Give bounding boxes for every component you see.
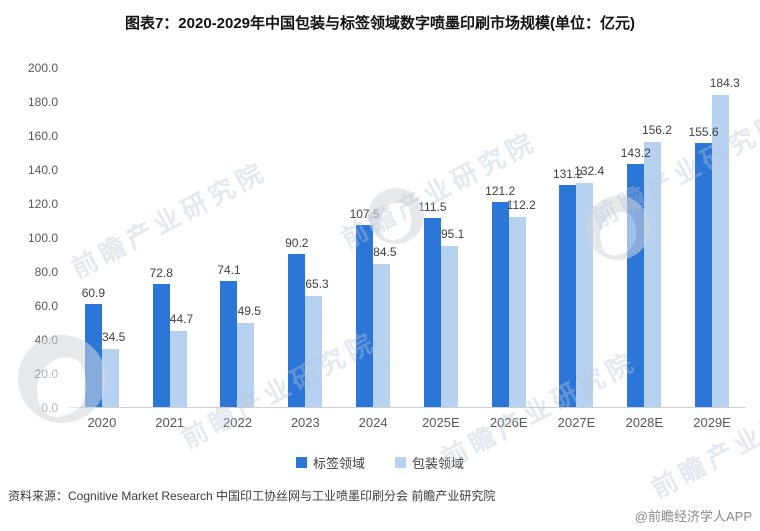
bar-value-label: 44.7: [169, 312, 194, 327]
chart-title: 图表7：2020-2029年中国包装与标签领域数字喷墨印刷市场规模(单位：亿元): [124, 15, 636, 32]
bar-label-field: 131.2: [553, 167, 583, 407]
bar-packaging-field: 156.2: [642, 123, 672, 407]
legend-label: 包装领域: [412, 456, 465, 471]
bar-packaging-field: 65.3: [305, 277, 329, 407]
source-note: 资料来源：Cognitive Market Research 中国印工协丝网与工…: [8, 489, 496, 503]
bar-value-label: 112.2: [506, 197, 536, 212]
bar-group: 90.2 65.3: [271, 68, 339, 407]
bar-value-label: 155.6: [688, 125, 719, 140]
bar-value-label: 65.3: [305, 277, 329, 292]
plot-area: 60.9 34.5 72.8 44.7 74.1 49.5 90.2 65.3 107.5 84.…: [68, 68, 746, 408]
y-tick-label: 160.0: [27, 129, 58, 143]
bar-packaging-field: 34.5: [101, 330, 125, 407]
bar-value-label: 49.5: [237, 304, 261, 319]
bar-value-label: 132.4: [574, 163, 605, 178]
legend-item: 标签领域: [295, 453, 365, 472]
x-tick-label: 2026E: [489, 415, 528, 430]
bar-label-field: 90.2: [285, 236, 308, 407]
legend: 标签领域 包装领域: [0, 453, 760, 472]
bar-group: 111.5 95.1: [407, 68, 475, 407]
bar-value-label: 84.5: [373, 244, 397, 259]
y-tick-label: 80.0: [34, 265, 58, 279]
x-tick-label: 2028E: [625, 415, 664, 430]
x-tick-label: 2024: [358, 415, 388, 430]
bar-packaging-field: 184.3: [710, 76, 740, 407]
bar-group: 74.1 49.5: [204, 68, 272, 407]
bar-value-label: 156.2: [641, 123, 672, 138]
x-tick-label: 2025E: [422, 415, 460, 430]
bar-value-label: 107.5: [349, 206, 380, 221]
y-tick-label: 200.0: [27, 61, 58, 75]
y-tick-label: 20.0: [34, 367, 58, 381]
bar-group: 155.6 184.3: [678, 68, 746, 407]
x-tick-label: 2020: [87, 415, 117, 430]
x-tick-label: 2027E: [557, 415, 596, 430]
x-tick-label: 2022: [223, 415, 252, 430]
bar-label-field: 155.6: [689, 125, 719, 407]
legend-swatch-icon: [395, 457, 406, 468]
x-tick-label: 2021: [155, 415, 185, 430]
bar-group: 107.5 84.5: [339, 68, 407, 407]
bar-value-label: 131.2: [552, 166, 583, 181]
y-tick-label: 140.0: [27, 163, 58, 177]
bar-label-field: 143.2: [621, 146, 651, 407]
y-tick-label: 120.0: [27, 197, 58, 211]
bar-group: 72.8 44.7: [136, 68, 204, 407]
x-axis: 2020 2021 2022 2023 2024 2025E 2026E 2027E 2028E…: [68, 415, 746, 430]
bar-value-label: 95.1: [440, 226, 465, 241]
y-tick-label: 180.0: [27, 95, 58, 109]
bar-label-field: 107.5: [350, 207, 380, 407]
bar-series-container: 60.9 34.5 72.8 44.7 74.1 49.5 90.2 65.3 107.5 84.…: [68, 68, 746, 407]
bar-packaging-field: 132.4: [574, 164, 604, 407]
y-tick-label: 40.0: [34, 333, 58, 347]
bar-value-label: 74.1: [217, 263, 241, 278]
y-tick-label: 60.0: [34, 299, 58, 313]
bar-group: 121.2 112.2: [475, 68, 543, 407]
bar-label-field: 72.8: [150, 266, 173, 407]
credit-note: @前瞻经济学人APP: [634, 509, 752, 524]
y-tick-label: 0.0: [41, 401, 58, 415]
bar-packaging-field: 112.2: [507, 198, 536, 407]
x-tick-label: 2023: [290, 415, 320, 430]
bar-value-label: 72.8: [149, 265, 173, 280]
bar-label-field: 74.1: [217, 263, 241, 407]
y-tick-label: 100.0: [27, 231, 58, 245]
bar-value-label: 143.2: [620, 146, 651, 161]
bar-group: 131.2 132.4: [543, 68, 611, 407]
bar-packaging-field: 49.5: [237, 304, 261, 407]
legend-label: 标签领域: [312, 456, 365, 471]
bar-label-field: 60.9: [82, 286, 105, 407]
y-axis: 200.0 180.0 160.0 140.0 120.0 100.0 80.0 60.0 40…: [0, 61, 58, 415]
bar-packaging-field: 95.1: [440, 227, 464, 407]
bar-packaging-field: 44.7: [169, 312, 193, 407]
bar-label-field: 121.2: [485, 184, 515, 407]
legend-item: 包装领域: [395, 453, 464, 472]
bar-group: 60.9 34.5: [68, 68, 136, 407]
bar-value-label: 60.9: [81, 285, 106, 300]
bar-group: 143.2 156.2: [610, 68, 678, 407]
bar-value-label: 34.5: [101, 329, 126, 344]
bar-value-label: 121.2: [485, 183, 516, 198]
bar-value-label: 90.2: [285, 236, 309, 251]
bar-value-label: 184.3: [709, 75, 740, 90]
x-tick-label: 2029E: [693, 415, 731, 430]
bar-packaging-field: 84.5: [373, 245, 397, 407]
legend-swatch-icon: [295, 457, 307, 468]
bar-label-field: 111.5: [418, 200, 447, 407]
bar-value-label: 111.5: [418, 200, 447, 215]
